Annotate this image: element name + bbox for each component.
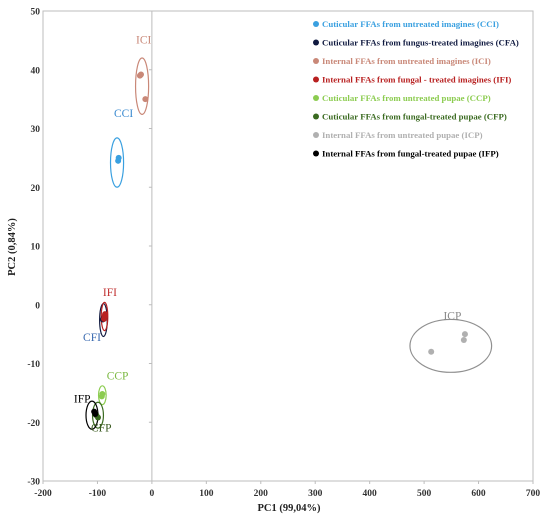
y-tick-label: 10 xyxy=(31,243,41,253)
legend-entry-ccp: Cuticular FFAs from untreated pupae (CCP… xyxy=(322,93,491,103)
legend-entry-icp: Internal FFAs from untreated pupae (ICP) xyxy=(322,130,483,140)
legend-entry-ifp: Internal FFAs from fungal-treated pupae … xyxy=(322,149,499,159)
legend-marker-ifp xyxy=(313,150,319,157)
cluster-label-ifp: IFP xyxy=(74,393,91,405)
y-tick-label: 50 xyxy=(31,8,41,18)
y-tick-label: 0 xyxy=(35,301,40,311)
legend-marker-ici xyxy=(313,58,319,64)
data-point-ccp xyxy=(99,391,106,398)
data-point-ifp xyxy=(92,411,99,418)
x-tick-label: 200 xyxy=(254,489,269,499)
legend-marker-ccp xyxy=(313,95,319,101)
y-tick-label: 30 xyxy=(31,125,41,135)
cluster-labels: ICI CCI IFI CFI CCP IFP CFP ICP xyxy=(74,34,461,434)
data-point-ifi xyxy=(100,315,107,322)
legend-entry-cfp: Cuticular FFAs from fungal-treated pupae… xyxy=(322,112,507,122)
x-tick-label: 0 xyxy=(150,489,155,499)
y-tick-label: -30 xyxy=(27,478,40,488)
y-tick-label: -10 xyxy=(27,360,40,370)
y-tick-label: -20 xyxy=(27,419,40,429)
legend-marker-cci xyxy=(313,21,319,27)
cluster-ellipses xyxy=(85,57,493,430)
cluster-ellipse-icp xyxy=(409,318,493,373)
cluster-label-cci: CCI xyxy=(114,108,133,120)
cluster-ellipse-ccp xyxy=(97,385,107,406)
legend-marker-cfi xyxy=(313,39,319,46)
x-axis-ticks: -200 -100 0 100 200 300 400 500 600 700 xyxy=(34,481,540,499)
legend-marker-icp xyxy=(313,132,319,138)
data-point-ifi xyxy=(102,311,109,318)
data-point-icp xyxy=(460,337,467,343)
x-tick-label: 100 xyxy=(199,489,214,499)
cluster-label-ici: ICI xyxy=(136,34,152,46)
cluster-label-cfi: CFI xyxy=(83,332,101,344)
cluster-label-ccp: CCP xyxy=(107,370,129,382)
x-tick-label: 300 xyxy=(308,489,323,499)
x-tick-label: 500 xyxy=(417,489,432,499)
x-tick-label: 700 xyxy=(526,489,541,499)
legend-entry-cci: Cuticular FFAs from untreated imagines (… xyxy=(322,19,499,29)
data-point-cci xyxy=(115,154,122,161)
legend: Cuticular FFAs from untreated imagines (… xyxy=(313,19,519,159)
plot-border xyxy=(42,10,534,482)
legend-entry-ifi: Internal FFAs from fungal - treated imag… xyxy=(322,75,511,85)
cluster-label-ifi: IFI xyxy=(103,287,117,299)
y-tick-label: 20 xyxy=(31,184,41,194)
cluster-ellipse-cci xyxy=(109,137,125,188)
y-axis-title: PC2 (0,84%) xyxy=(7,218,18,276)
cluster-ellipse-ici xyxy=(134,57,150,115)
legend-entry-ici: Internal FFAs from untreated imagines (I… xyxy=(322,56,491,66)
data-point-icp xyxy=(428,348,435,355)
x-axis-title: PC1 (99,04%) xyxy=(258,503,321,514)
legend-marker-cfp xyxy=(313,113,319,120)
legend-marker-ifi xyxy=(313,76,319,83)
data-point-ici xyxy=(138,71,144,78)
cluster-label-cfp: CFP xyxy=(91,423,111,435)
y-axis-ticks: -30 -20 -10 0 10 20 30 40 50 xyxy=(27,8,152,488)
cluster-label-icp: ICP xyxy=(443,310,461,322)
legend-entry-cfi: Cuticular FFAs from fungus-treated imagi… xyxy=(322,38,519,48)
y-tick-label: 40 xyxy=(31,66,41,76)
data-point-ici xyxy=(142,96,149,103)
data-points xyxy=(91,71,468,421)
data-point-icp xyxy=(461,331,468,338)
x-tick-label: 600 xyxy=(471,489,486,499)
x-tick-label: -100 xyxy=(89,489,107,499)
x-tick-label: -200 xyxy=(34,489,52,499)
x-tick-label: 400 xyxy=(363,489,378,499)
